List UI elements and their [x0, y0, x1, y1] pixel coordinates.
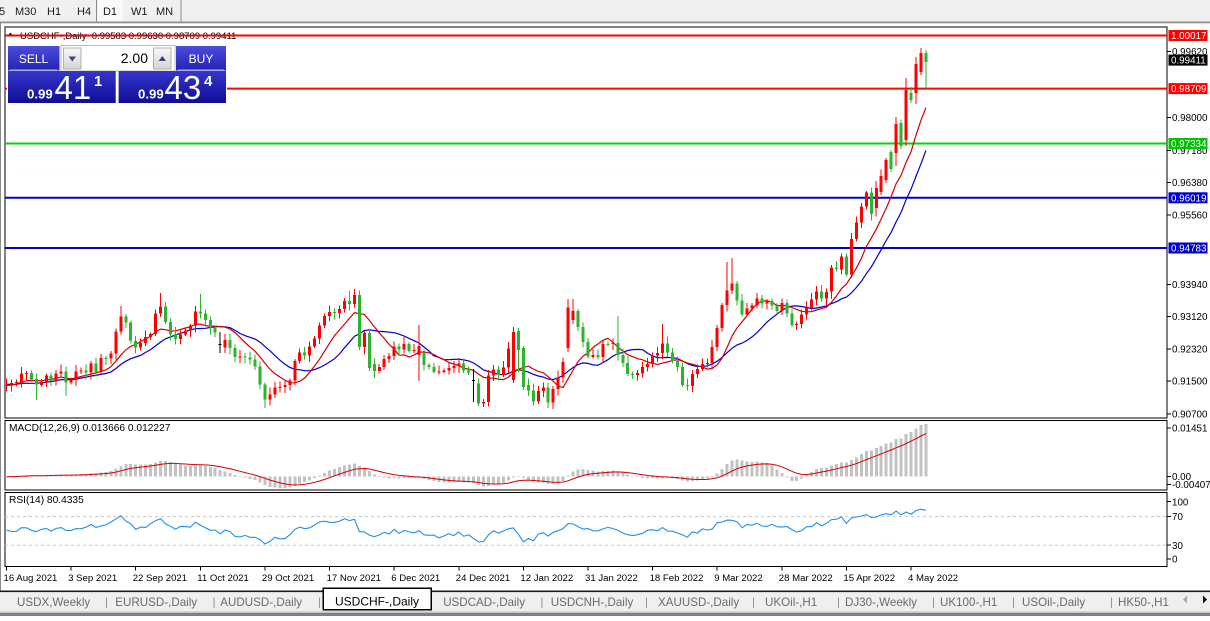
svg-text:UKOil-,H1: UKOil-,H1: [765, 596, 817, 609]
svg-text:70: 70: [1172, 512, 1183, 523]
svg-text:RSI(14) 80.4335: RSI(14) 80.4335: [9, 495, 84, 506]
svg-text:41: 41: [55, 69, 92, 106]
svg-text:0.93120: 0.93120: [1172, 312, 1208, 323]
svg-text:0.99620: 0.99620: [1172, 47, 1208, 58]
svg-text:29 Oct 2021: 29 Oct 2021: [262, 573, 314, 584]
svg-text:30: 30: [1172, 541, 1183, 552]
svg-text:0.00: 0.00: [1172, 472, 1192, 483]
svg-text:0.96019: 0.96019: [1171, 193, 1206, 204]
svg-text:0.91500: 0.91500: [1172, 377, 1208, 388]
svg-text:D1: D1: [103, 6, 117, 18]
svg-text:|: |: [645, 597, 648, 609]
svg-text:-0.004071: -0.004071: [1172, 480, 1210, 491]
svg-text:H4: H4: [77, 6, 91, 18]
svg-text:0.99: 0.99: [138, 87, 164, 102]
svg-text:M30: M30: [15, 6, 36, 18]
svg-text:9 Mar 2022: 9 Mar 2022: [714, 573, 763, 584]
svg-text:USDCHF-,Daily: USDCHF-,Daily: [335, 595, 419, 609]
svg-text:18 Feb 2022: 18 Feb 2022: [650, 573, 704, 584]
svg-text:HK50-,H1: HK50-,H1: [1118, 596, 1169, 609]
svg-text:USDX,Weekly: USDX,Weekly: [17, 596, 90, 609]
svg-text:0.99: 0.99: [27, 87, 53, 102]
svg-text:|: |: [318, 597, 321, 609]
svg-text:11 Oct 2021: 11 Oct 2021: [197, 573, 249, 584]
svg-text:USDCNH-,Daily: USDCNH-,Daily: [551, 596, 634, 609]
svg-text:31 Jan 2022: 31 Jan 2022: [585, 573, 638, 584]
svg-text:4 May 2022: 4 May 2022: [908, 573, 958, 584]
svg-text:|: |: [213, 597, 216, 609]
svg-text:0.97180: 0.97180: [1172, 146, 1208, 157]
svg-text:MN: MN: [156, 6, 173, 18]
svg-text:2.00: 2.00: [121, 50, 148, 66]
svg-text:USOil-,Daily: USOil-,Daily: [1022, 596, 1085, 609]
svg-text:DJ30-,Weekly: DJ30-,Weekly: [845, 596, 917, 609]
svg-text:3 Sep 2021: 3 Sep 2021: [68, 573, 117, 584]
svg-text:0.96380: 0.96380: [1172, 178, 1208, 189]
svg-text:0: 0: [1172, 555, 1178, 566]
svg-text:SELL: SELL: [19, 52, 49, 66]
svg-text:XAUUSD-,Daily: XAUUSD-,Daily: [658, 596, 739, 609]
svg-text:5: 5: [0, 6, 5, 18]
svg-text:UK100-,H1: UK100-,H1: [940, 596, 997, 609]
svg-text:22 Sep 2021: 22 Sep 2021: [133, 573, 187, 584]
svg-text:6 Dec 2021: 6 Dec 2021: [391, 573, 440, 584]
svg-text:|: |: [1110, 597, 1113, 609]
svg-text:|: |: [752, 597, 755, 609]
svg-text:4: 4: [204, 73, 213, 90]
svg-text:H1: H1: [47, 6, 61, 18]
svg-text:EURUSD-,Daily: EURUSD-,Daily: [115, 596, 197, 609]
svg-text:|: |: [541, 597, 544, 609]
svg-text:0.01451: 0.01451: [1172, 423, 1207, 434]
svg-text:17 Nov 2021: 17 Nov 2021: [327, 573, 381, 584]
svg-text:USDCHF-,Daily 0.99583 0.99630: USDCHF-,Daily 0.99583 0.99630 0.98709 0.…: [20, 31, 236, 42]
svg-text:MACD(12,26,9) 0.013666 0.01222: MACD(12,26,9) 0.013666 0.012227: [9, 423, 171, 434]
svg-text:16 Aug 2021: 16 Aug 2021: [4, 573, 58, 584]
svg-text:USDCAD-,Daily: USDCAD-,Daily: [443, 596, 525, 609]
svg-text:|: |: [105, 597, 108, 609]
svg-text:|: |: [1012, 597, 1015, 609]
svg-text:0.99411: 0.99411: [1171, 56, 1206, 67]
svg-text:12 Jan 2022: 12 Jan 2022: [520, 573, 573, 584]
svg-text:0.95560: 0.95560: [1172, 211, 1208, 222]
svg-text:0.98709: 0.98709: [1171, 84, 1206, 95]
svg-text:24 Dec 2021: 24 Dec 2021: [456, 573, 510, 584]
svg-text:AUDUSD-,Daily: AUDUSD-,Daily: [220, 596, 302, 609]
svg-text:0.94783: 0.94783: [1171, 244, 1207, 255]
svg-text:BUY: BUY: [189, 52, 214, 66]
svg-text:1.00017: 1.00017: [1171, 31, 1206, 42]
svg-text:15 Apr 2022: 15 Apr 2022: [843, 573, 895, 584]
svg-text:28 Mar 2022: 28 Mar 2022: [779, 573, 833, 584]
svg-text:0.93940: 0.93940: [1172, 280, 1208, 291]
svg-text:43: 43: [165, 69, 202, 106]
svg-text:100: 100: [1172, 497, 1189, 508]
svg-text:0.97334: 0.97334: [1171, 139, 1207, 150]
svg-text:W1: W1: [131, 6, 148, 18]
svg-text:|: |: [837, 597, 840, 609]
svg-text:0.90700: 0.90700: [1172, 410, 1208, 421]
svg-text:0.98000: 0.98000: [1172, 113, 1208, 124]
svg-text:0.92320: 0.92320: [1172, 344, 1208, 355]
svg-text:|: |: [932, 597, 935, 609]
svg-text:1: 1: [94, 73, 102, 90]
